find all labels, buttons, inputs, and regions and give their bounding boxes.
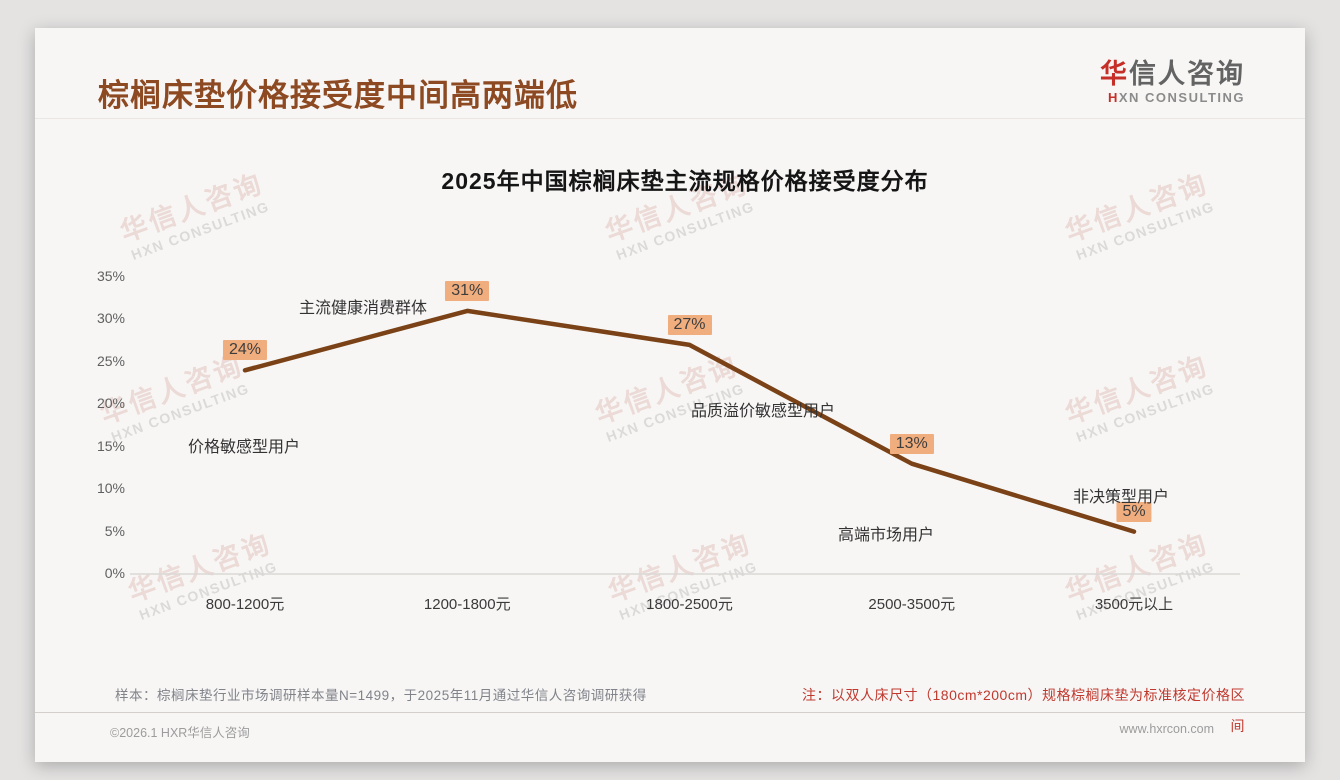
price-note-line1: 注：以双人床尺寸（180cm*200cm）规格棕榈床垫为标准核定价格区 <box>802 687 1245 703</box>
company-logo: 华信人咨询 HXN CONSULTING <box>1100 58 1245 106</box>
data-point-label: 27% <box>667 314 712 335</box>
segment-annotation: 主流健康消费群体 <box>298 300 428 317</box>
segment-annotation: 品质溢价敏感型用户 <box>690 403 836 420</box>
watermark-en: HXN CONSULTING <box>1073 198 1217 264</box>
y-tick-label: 25% <box>96 352 125 369</box>
header-divider <box>35 118 1305 119</box>
x-category-label: 2500-3500元 <box>868 596 956 613</box>
line-chart <box>130 308 1240 575</box>
y-tick-label: 30% <box>96 310 125 327</box>
y-tick-label: 15% <box>96 437 125 454</box>
segment-annotation: 高端市场用户 <box>837 527 935 544</box>
logo-cn-accent: 华 <box>1100 59 1129 89</box>
x-category-label: 800-1200元 <box>205 596 285 613</box>
data-point-label: 24% <box>222 340 268 361</box>
watermark-en: HXN CONSULTING <box>1073 380 1217 446</box>
y-tick-label: 5% <box>104 522 125 539</box>
watermark-cn: 华信人咨询 <box>1061 350 1213 430</box>
chart-title: 2025年中国棕榈床垫主流规格价格接受度分布 <box>441 168 929 194</box>
y-tick-label: 10% <box>96 480 125 497</box>
data-point-label: 13% <box>889 433 934 454</box>
footer-divider <box>35 712 1305 713</box>
copyright-text: ©2026.1 HXR华信人咨询 <box>110 726 250 740</box>
watermark: 华信人咨询 HXN CONSULTING <box>1061 350 1218 446</box>
price-basis-note: 注：以双人床尺寸（180cm*200cm）规格棕榈床垫为标准核定价格区 间 <box>802 680 1245 742</box>
y-tick-label: 35% <box>96 268 125 284</box>
x-category-label: 3500元以上 <box>1094 596 1174 613</box>
data-point-label: 5% <box>1116 501 1152 522</box>
segment-annotation: 非决策型用户 <box>1072 489 1170 506</box>
website-text: www.hxrcon.com <box>1119 722 1214 736</box>
watermark-en: HXN CONSULTING <box>613 198 757 264</box>
price-note-line2: 间 <box>1230 718 1245 734</box>
price-line <box>242 308 1137 534</box>
sample-note: 样本：棕榈床垫行业市场调研样本量N=1499，于2025年11月通过华信人咨询调… <box>115 688 647 703</box>
logo-en-rest: XN CONSULTING <box>1118 90 1245 105</box>
watermark-en: HXN CONSULTING <box>128 198 272 264</box>
segment-annotation: 价格敏感型用户 <box>187 439 301 456</box>
y-tick-label: 20% <box>96 395 125 412</box>
logo-chinese-name: 华信人咨询 <box>1100 58 1245 90</box>
report-card: 棕榈床垫价格接受度中间高两端低 华信人咨询 HXN CONSULTING 华信人… <box>35 28 1305 762</box>
logo-cn-rest: 信人咨询 <box>1129 59 1245 89</box>
logo-english-name: HXN CONSULTING <box>1100 90 1245 106</box>
x-category-label: 1800-2500元 <box>646 596 733 613</box>
data-point-label: 31% <box>445 280 490 301</box>
logo-en-accent: H <box>1107 90 1119 105</box>
y-tick-label: 0% <box>104 565 125 581</box>
page-title: 棕榈床垫价格接受度中间高两端低 <box>98 78 578 113</box>
x-category-label: 1200-1800元 <box>423 596 511 613</box>
